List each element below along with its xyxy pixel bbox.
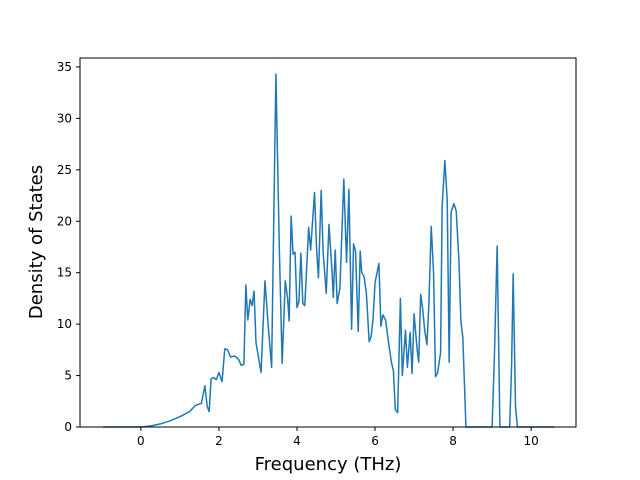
x-tick-label: 6 — [371, 434, 379, 448]
y-tick-label: 5 — [64, 369, 72, 383]
y-tick-label: 0 — [64, 420, 72, 434]
y-tick-label: 20 — [57, 214, 72, 228]
axes-frame — [79, 57, 577, 428]
x-tick-label: 4 — [293, 434, 301, 448]
data-line — [103, 73, 555, 428]
x-axis-label: Frequency (THz) — [255, 454, 402, 475]
x-tick-label: 0 — [137, 434, 145, 448]
x-tick-label: 8 — [449, 434, 457, 448]
y-axis-label: Density of States — [26, 165, 47, 319]
plot-area — [103, 73, 555, 428]
y-tick-label: 30 — [57, 111, 72, 125]
y-tick-label: 25 — [57, 163, 72, 177]
x-tick-label: 2 — [215, 434, 223, 448]
y-tick-label: 15 — [57, 266, 72, 280]
x-tick-label: 10 — [523, 434, 538, 448]
y-tick-label: 10 — [57, 317, 72, 331]
y-tick-label: 35 — [57, 60, 72, 74]
